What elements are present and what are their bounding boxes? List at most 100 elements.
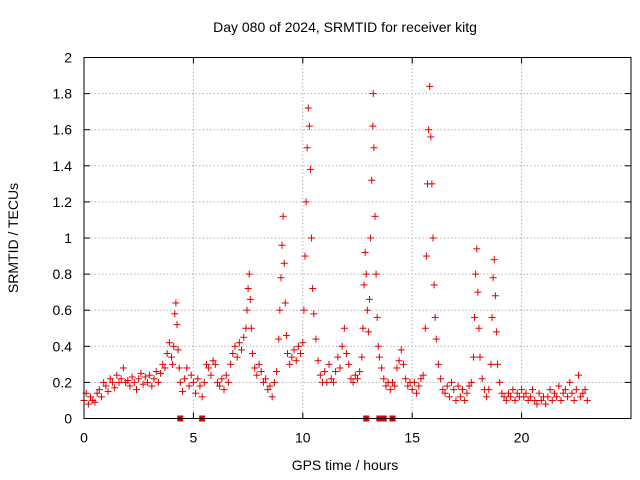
data-point [504,389,512,397]
data-point [288,353,296,361]
data-point [275,335,283,343]
data-point [359,324,367,332]
data-point [292,357,300,365]
data-point [277,274,285,282]
x-tick-label: 5 [190,430,198,446]
data-point [108,378,116,386]
data-point [422,252,430,260]
data-point [349,378,357,386]
data-point [113,371,121,379]
data-point [535,389,543,397]
data-point [415,382,423,390]
data-point [133,386,141,394]
data-point [169,360,177,368]
data-point [159,360,167,368]
data-point [102,382,110,390]
data-point [203,360,211,368]
data-point [546,386,554,394]
x-axis-label: GPS time / hours [292,457,399,473]
data-point [419,371,427,379]
data-point [304,104,312,112]
data-point [518,386,526,394]
data-point [157,369,165,377]
data-point [363,306,371,314]
data-point [410,378,418,386]
data-point [431,313,439,321]
data-point [360,281,368,289]
data-point [299,339,307,347]
data-point [171,310,179,318]
data-point [244,285,252,293]
data-point [308,234,316,242]
data-point [251,364,259,372]
data-point [280,259,288,267]
data-point [229,350,237,358]
x-tick-label: 0 [80,430,88,446]
data-point [354,375,361,383]
data-point [235,339,243,347]
data-point [245,270,253,278]
data-point [135,375,143,383]
data-point [475,324,483,332]
data-point [389,378,397,386]
data-point [178,387,186,395]
data-point [483,393,491,401]
data-point [117,375,125,383]
data-point [196,382,204,390]
data-point [345,360,353,368]
data-point [222,371,230,379]
y-tick-label: 2 [64,50,72,66]
data-point [279,212,287,220]
data-point [557,396,565,404]
data-point [224,378,232,386]
data-point [502,396,510,404]
data-point [338,342,346,350]
data-point [369,122,377,130]
data-point [491,292,499,300]
data-point [369,90,377,98]
data-point [306,165,314,173]
data-point [266,382,274,390]
data-point [207,371,215,379]
data-point [111,384,119,392]
data-point [128,373,136,381]
data-point [216,382,224,390]
data-point [314,357,322,365]
data-point [163,350,171,358]
data-point [568,389,576,397]
data-point [559,389,567,397]
data-point [395,357,403,365]
y-axis-label: SRMTID / TECUs [5,183,21,293]
data-point [531,396,539,404]
data-point [124,377,132,385]
plot-frame [83,57,632,419]
data-point [213,378,221,386]
data-point [443,382,451,390]
data-point [95,386,103,394]
data-point [371,212,379,220]
data-point [170,342,178,350]
data-point [294,342,302,350]
data-point [445,393,453,401]
data-point [270,378,278,386]
data-point [340,324,348,332]
data-point [248,350,256,358]
data-point [358,353,366,361]
data-point [404,382,412,390]
data-point [297,350,305,358]
data-point [130,378,138,386]
y-tick-label: 1.4 [53,158,73,174]
data-point [522,389,530,397]
data-point [361,248,369,256]
data-point [247,324,255,332]
data-point [474,288,482,296]
data-point [220,386,228,394]
data-point [259,378,267,386]
data-point [432,335,440,343]
data-point [165,339,173,347]
data-point [243,306,251,314]
data-point [373,313,381,321]
data-point [448,378,456,386]
data-point [428,180,436,188]
y-tick-label: 1.2 [53,194,73,210]
